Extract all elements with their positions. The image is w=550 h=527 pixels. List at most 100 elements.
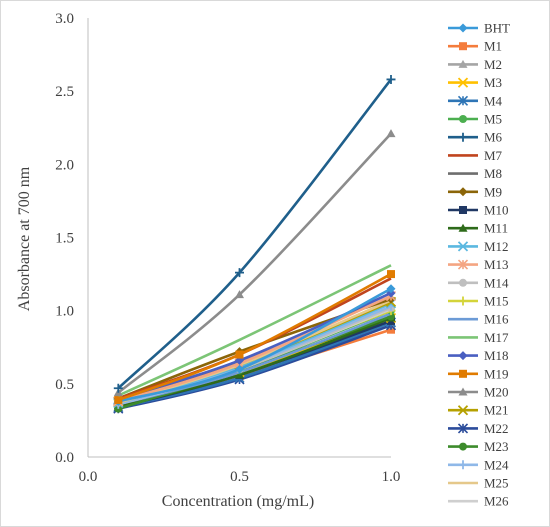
series-m17 (117, 264, 392, 397)
legend-label: M4 (484, 93, 503, 108)
legend-swatch-marker (459, 369, 467, 378)
legend-item-m10: M10 (448, 203, 509, 218)
legend-label: M6 (484, 130, 503, 145)
legend-item-m23: M23 (448, 439, 509, 454)
legend-item-m9: M9 (448, 184, 502, 199)
data-point-m6 (235, 268, 244, 278)
series-lines (113, 74, 397, 414)
legend-item-m16: M16 (448, 312, 509, 327)
series-m6 (113, 74, 396, 393)
legend-label: M3 (484, 75, 502, 90)
legend-item-m8: M8 (448, 166, 502, 181)
data-point-m19 (114, 395, 123, 404)
y-tick-label: 2.0 (55, 157, 74, 173)
legend-swatch-marker (459, 442, 467, 451)
x-tick-label: 0.0 (79, 469, 98, 485)
data-point-m20 (235, 290, 244, 299)
axes: 0.0 0.5 1.0 1.5 2.0 2.5 3.0 0.0 0.5 1.0 (55, 11, 400, 485)
legend-swatch-marker (457, 241, 469, 252)
series-line-m17 (117, 264, 392, 397)
legend-swatch-marker (459, 42, 467, 51)
data-point-bht (235, 364, 244, 374)
legend-swatch-marker (458, 351, 468, 361)
legend: BHT M1 M2 M3 M4 M5 M6 M7 M8 M9 M10 M11 M12 M13 M14 M15 M… (448, 21, 510, 509)
legend-item-m14: M14 (448, 275, 509, 290)
legend-label: M24 (484, 457, 509, 472)
legend-label: M15 (484, 294, 509, 309)
x-tick-label: 0.5 (230, 469, 249, 485)
legend-swatch-marker (458, 23, 468, 33)
legend-label: M11 (484, 221, 508, 236)
data-point-m6 (113, 383, 123, 393)
y-axis-title: Absorbance at 700 nm (16, 166, 33, 311)
x-axis-title: Concentration (mg/mL) (162, 493, 314, 510)
legend-item-m24: M24 (448, 457, 509, 472)
legend-swatch-marker (458, 59, 468, 68)
data-point-m20 (386, 129, 396, 138)
legend-item-bht: BHT (448, 21, 510, 36)
y-tick-label: 0.0 (55, 450, 74, 466)
legend-label: M25 (484, 476, 509, 491)
legend-label: M21 (484, 403, 509, 418)
y-tick-label: 0.5 (55, 377, 74, 393)
legend-item-m22: M22 (448, 421, 509, 436)
data-point-bht (386, 284, 396, 294)
x-tick-label: 1.0 (382, 469, 401, 485)
legend-label: M1 (484, 39, 502, 54)
data-point-m19 (235, 350, 244, 359)
legend-item-m3: M3 (448, 75, 502, 90)
legend-item-m25: M25 (448, 476, 509, 491)
legend-label: M16 (484, 312, 509, 327)
legend-swatch-marker (458, 296, 468, 306)
legend-item-m13: M13 (448, 257, 509, 272)
legend-item-m21: M21 (448, 403, 509, 418)
legend-item-m18: M18 (448, 348, 509, 363)
legend-label: M22 (484, 421, 509, 436)
legend-swatch-marker (457, 77, 469, 88)
legend-label: M23 (484, 439, 509, 454)
legend-item-m6: M6 (448, 130, 503, 145)
legend-item-m20: M20 (448, 385, 509, 400)
y-tick-label: 1.0 (55, 304, 74, 320)
legend-label: M7 (484, 148, 503, 163)
legend-item-m2: M2 (448, 57, 502, 72)
legend-label: M5 (484, 112, 502, 127)
legend-label: M9 (484, 184, 502, 199)
legend-label: M19 (484, 366, 509, 381)
y-tick-label: 2.5 (55, 84, 74, 100)
legend-swatch-marker (457, 423, 469, 434)
series-m19 (114, 270, 395, 404)
legend-swatch-marker (457, 259, 469, 270)
legend-label: M10 (484, 203, 509, 218)
legend-item-m5: M5 (448, 112, 502, 127)
legend-item-m4: M4 (448, 93, 503, 108)
legend-swatch-marker (458, 187, 468, 197)
legend-swatch-marker (458, 387, 468, 396)
legend-label: M20 (484, 385, 509, 400)
legend-swatch-marker (459, 206, 467, 214)
legend-label: M2 (484, 57, 502, 72)
series-line-m6 (117, 78, 393, 390)
legend-label: M18 (484, 348, 509, 363)
data-point-m19 (387, 270, 395, 279)
legend-swatch-marker (457, 95, 469, 106)
legend-swatch-marker (458, 223, 468, 232)
legend-label: M12 (484, 239, 509, 254)
legend-swatch-marker (458, 132, 468, 142)
legend-label: M26 (484, 494, 509, 509)
legend-item-m7: M7 (448, 148, 503, 163)
legend-label: BHT (484, 21, 510, 36)
data-point-m6 (386, 74, 396, 84)
legend-item-m19: M19 (448, 366, 509, 381)
legend-swatch-marker (459, 115, 467, 123)
legend-label: M13 (484, 257, 509, 272)
legend-label: M17 (484, 330, 509, 345)
legend-item-m11: M11 (448, 221, 508, 236)
legend-label: M8 (484, 166, 502, 181)
legend-item-m12: M12 (448, 239, 509, 254)
legend-item-m15: M15 (448, 294, 509, 309)
legend-label: M14 (484, 275, 509, 290)
y-tick-label: 1.5 (55, 231, 74, 247)
